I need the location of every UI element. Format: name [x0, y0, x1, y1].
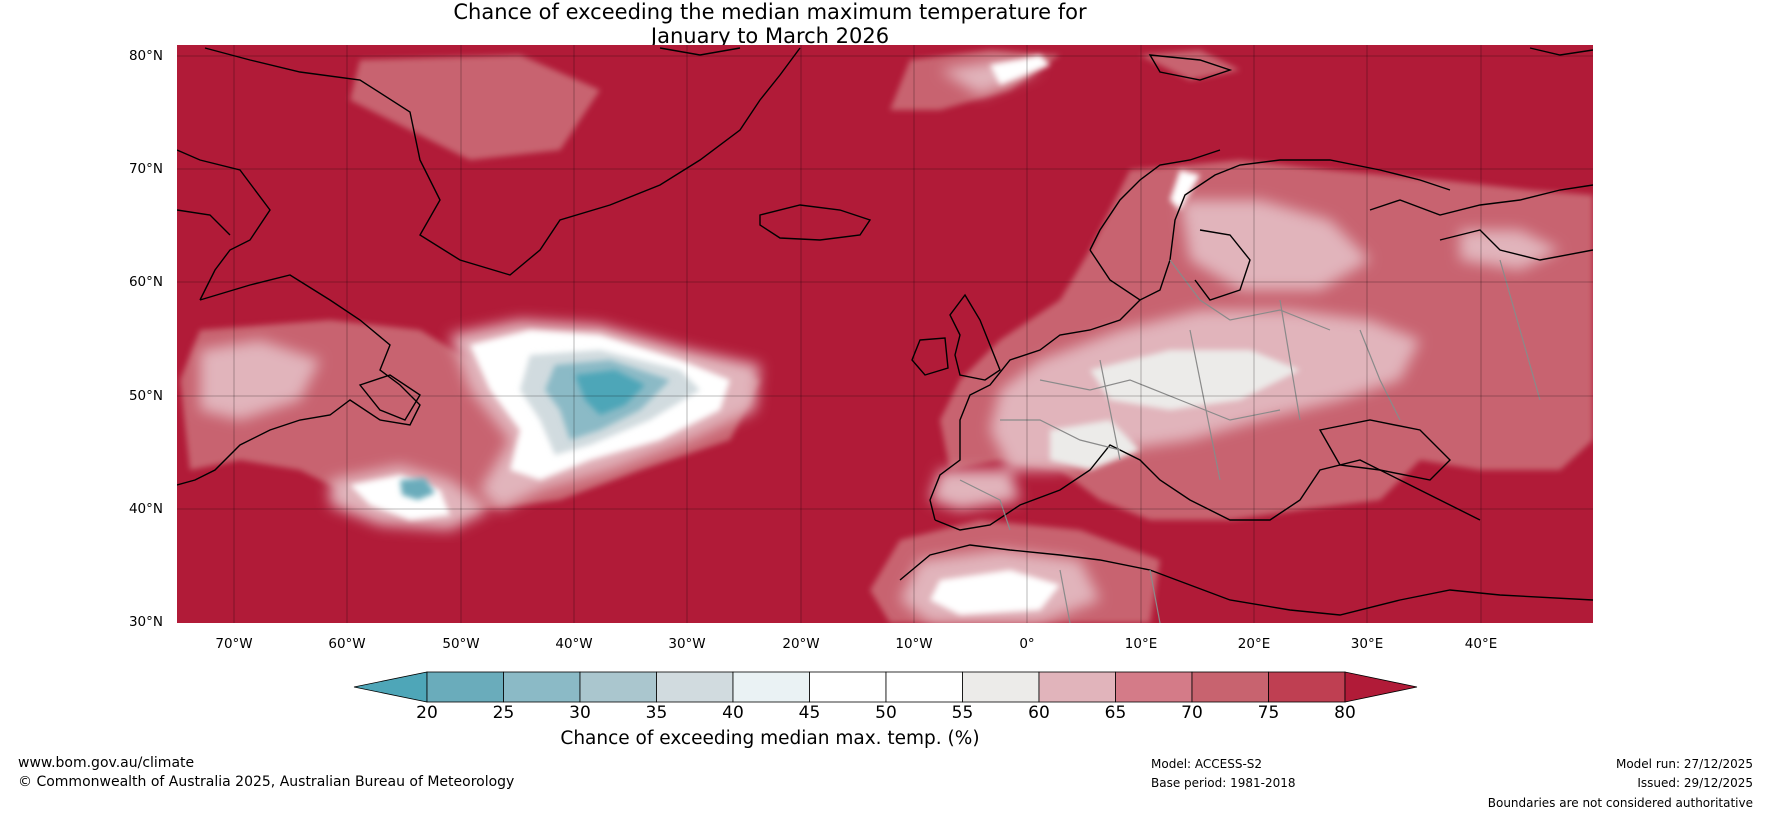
lat-tick-60n: 60°N: [128, 274, 163, 290]
colorbar-tick-30: 30: [569, 703, 591, 723]
footer-disclaimer: Boundaries are not considered authoritat…: [1487, 796, 1753, 810]
footer-base-period: Base period: 1981-2018: [1151, 776, 1296, 790]
lat-tick-50n: 50°N: [128, 388, 163, 404]
lon-tick-40w: 40°W: [555, 636, 593, 652]
colorbar-below-20: [353, 671, 428, 703]
lon-tick-0: 0°: [1019, 636, 1035, 652]
colorbar-segment-30-35: [579, 671, 657, 703]
lat-tick-30n: 30°N: [128, 614, 163, 630]
colorbar-tick-60: 60: [1028, 703, 1050, 723]
lon-tick-40e: 40°E: [1464, 636, 1498, 652]
probability-50-60-regions: [930, 55, 1300, 615]
lon-tick-30w: 30°W: [668, 636, 706, 652]
lon-tick-10w: 10°W: [895, 636, 933, 652]
title-line-2: January to March 2026: [650, 24, 890, 48]
western-atlantic-anomaly: [330, 465, 490, 530]
country-borders: [959, 259, 1541, 623]
colorbar-segment-20-25: [426, 671, 504, 703]
footer-copyright: © Commonwealth of Australia 2025, Austra…: [18, 774, 515, 790]
lat-tick-80n: 80°N: [128, 48, 163, 64]
map-title: Chance of exceeding the median maximum t…: [0, 0, 1700, 48]
colorbar-segment-60-65: [1038, 671, 1116, 703]
lon-tick-20e: 20°E: [1237, 636, 1271, 652]
colorbar-tick-50: 50: [875, 703, 897, 723]
colorbar-above-80: [1344, 671, 1418, 703]
lon-tick-30e: 30°E: [1350, 636, 1384, 652]
colorbar-tick-25: 25: [492, 703, 515, 723]
lon-tick-70w: 70°W: [215, 636, 253, 652]
colorbar-tick-20: 20: [416, 703, 438, 723]
colorbar-segment-25-30: [503, 671, 581, 703]
footer-issued: Issued: 29/12/2025: [1637, 776, 1753, 790]
colorbar-label: Chance of exceeding median max. temp. (%…: [560, 728, 980, 749]
colorbar-segment-55-60: [962, 671, 1040, 703]
lat-tick-70n: 70°N: [128, 161, 163, 177]
central-atlantic-anomaly: [450, 320, 760, 510]
title-line-1: Chance of exceeding the median maximum t…: [453, 0, 1087, 24]
colorbar-segment-65-70: [1115, 671, 1193, 703]
lon-tick-20w: 20°W: [782, 636, 820, 652]
colorbar-tick-35: 35: [645, 703, 668, 723]
graticule: [177, 45, 1593, 623]
footer-model: Model: ACCESS-S2: [1151, 757, 1263, 771]
colorbar-tick-70: 70: [1181, 703, 1203, 723]
colorbar-tick-55: 55: [951, 703, 974, 723]
coastlines: [177, 47, 1593, 616]
colorbar-tick-80: 80: [1334, 703, 1356, 723]
footer-website: www.bom.gov.au/climate: [18, 755, 195, 771]
colorbar-segment-50-55: [885, 671, 963, 703]
colorbar-segment-45-50: [809, 671, 887, 703]
colorbar-segment-75-80: [1268, 671, 1346, 703]
colorbar-segment-40-45: [732, 671, 810, 703]
colorbar-tick-75: 75: [1257, 703, 1280, 723]
footer-model-run: Model run: 27/12/2025: [1615, 757, 1753, 771]
lon-tick-50w: 50°W: [442, 636, 480, 652]
colorbar-segment-70-75: [1191, 671, 1269, 703]
colorbar-tick-40: 40: [722, 703, 744, 723]
colorbar-tick-45: 45: [798, 703, 821, 723]
colorbar-segment-35-40: [656, 671, 734, 703]
lon-tick-60w: 60°W: [328, 636, 366, 652]
colorbar-tick-65: 65: [1104, 703, 1127, 723]
lon-tick-10e: 10°E: [1124, 636, 1158, 652]
lat-tick-40n: 40°N: [128, 501, 163, 517]
